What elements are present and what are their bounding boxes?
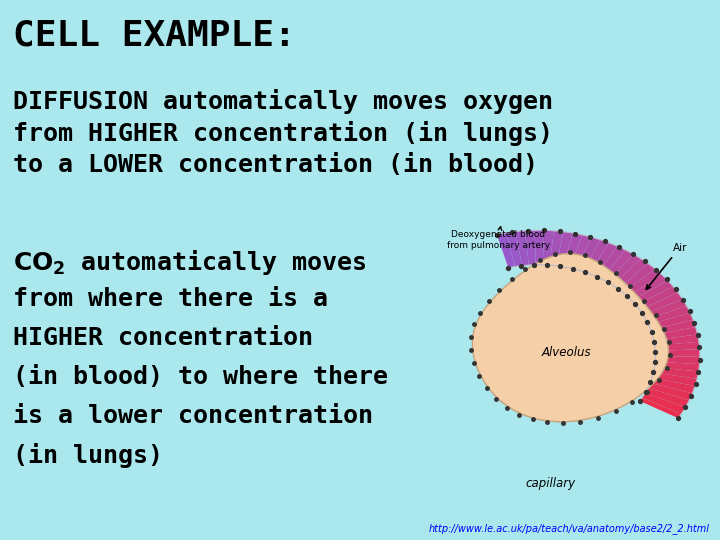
- Polygon shape: [640, 398, 681, 418]
- Text: Air: Air: [647, 243, 687, 289]
- Polygon shape: [472, 254, 668, 422]
- Polygon shape: [613, 259, 648, 289]
- Polygon shape: [506, 232, 522, 267]
- Polygon shape: [645, 388, 689, 407]
- Polygon shape: [654, 342, 700, 351]
- Text: DIFFUSION automatically moves oxygen
from HIGHER concentration (in lungs)
to a L: DIFFUSION automatically moves oxygen fro…: [13, 89, 553, 177]
- Polygon shape: [525, 230, 536, 265]
- Polygon shape: [472, 254, 668, 422]
- Text: Alveolus: Alveolus: [542, 346, 592, 359]
- Polygon shape: [636, 286, 678, 310]
- Text: CELL EXAMPLE:: CELL EXAMPLE:: [13, 19, 296, 53]
- Polygon shape: [648, 383, 693, 400]
- Text: HIGHER concentration: HIGHER concentration: [13, 326, 313, 350]
- Polygon shape: [583, 240, 609, 274]
- Polygon shape: [549, 231, 563, 266]
- Polygon shape: [652, 373, 697, 386]
- Polygon shape: [623, 269, 662, 297]
- Text: Deoxygenated blood
from pulmonary artery: Deoxygenated blood from pulmonary artery: [446, 227, 550, 249]
- Text: $\mathbf{CO_2}$ automatically moves: $\mathbf{CO_2}$ automatically moves: [13, 248, 366, 278]
- Polygon shape: [650, 377, 695, 393]
- Polygon shape: [590, 243, 617, 276]
- Polygon shape: [516, 231, 528, 266]
- Polygon shape: [639, 293, 683, 315]
- Text: (in blood) to where there: (in blood) to where there: [13, 365, 388, 389]
- Polygon shape: [570, 235, 591, 269]
- Polygon shape: [655, 349, 700, 356]
- Polygon shape: [628, 274, 667, 301]
- Polygon shape: [595, 246, 626, 279]
- Polygon shape: [543, 231, 554, 265]
- Polygon shape: [649, 313, 693, 330]
- Polygon shape: [577, 237, 600, 272]
- Polygon shape: [654, 334, 699, 346]
- Text: from where there is a: from where there is a: [13, 287, 328, 311]
- Polygon shape: [535, 230, 544, 265]
- Polygon shape: [643, 299, 687, 320]
- Polygon shape: [563, 233, 582, 268]
- Text: is a lower concentration: is a lower concentration: [13, 404, 373, 428]
- Polygon shape: [632, 280, 673, 305]
- Polygon shape: [642, 393, 685, 414]
- Polygon shape: [655, 356, 700, 364]
- Text: http://www.le.ac.uk/pa/teach/va/anatomy/base2/2_2.html: http://www.le.ac.uk/pa/teach/va/anatomy/…: [428, 523, 709, 534]
- Text: capillary: capillary: [526, 477, 576, 490]
- Polygon shape: [497, 233, 515, 268]
- Polygon shape: [652, 327, 698, 340]
- Polygon shape: [646, 306, 690, 325]
- Polygon shape: [602, 250, 634, 282]
- Polygon shape: [651, 320, 696, 335]
- Polygon shape: [654, 362, 699, 372]
- Polygon shape: [654, 367, 698, 379]
- Text: (in lungs): (in lungs): [13, 443, 163, 468]
- Polygon shape: [618, 264, 655, 293]
- Polygon shape: [557, 232, 572, 267]
- Polygon shape: [608, 254, 641, 286]
